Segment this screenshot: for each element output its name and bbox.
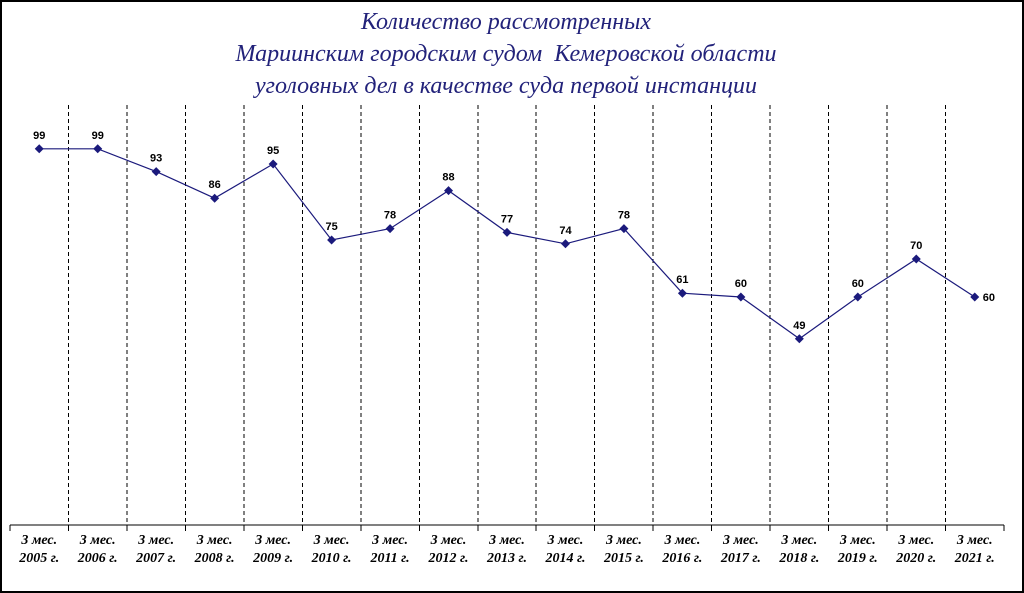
data-point [619, 224, 629, 234]
x-tick-label: 3 мес. 2014 г. [545, 533, 586, 566]
chart-title: Количество рассмотренных Мариинским горо… [235, 9, 777, 99]
data-point [151, 167, 161, 177]
data-point [34, 144, 44, 154]
data-point [970, 292, 980, 302]
data-point [268, 159, 278, 169]
gridlines [67, 105, 947, 525]
data-point [327, 235, 337, 245]
data-point [502, 227, 512, 237]
data-point [677, 288, 687, 298]
x-tick-label: 3 мес. 2010 г. [311, 533, 352, 566]
data-label: 88 [442, 172, 454, 184]
data-label: 95 [267, 145, 279, 157]
x-tick-label: 3 мес. 2019 г. [837, 533, 878, 566]
x-tick-label: 3 мес. 2007 г. [136, 533, 177, 566]
data-point [853, 292, 863, 302]
x-tick-label: 3 мес. 2008 г. [194, 533, 235, 566]
x-tick-label: 3 мес. 2011 г. [370, 533, 410, 566]
data-label: 93 [150, 153, 162, 165]
data-label: 77 [501, 213, 513, 225]
data-label: 78 [384, 210, 396, 222]
x-axis [9, 524, 1005, 531]
x-tick-label: 3 мес. 2016 г. [662, 533, 703, 566]
data-point [385, 224, 395, 234]
data-point [93, 144, 103, 154]
data-label: 60 [735, 278, 747, 290]
data-point [794, 334, 804, 344]
data-label: 75 [325, 221, 337, 233]
data-label: 70 [910, 240, 922, 252]
data-labels: 99 99 93 86 95 75 78 88 77 74 78 61 60 49 60 70 60 [33, 130, 995, 332]
data-point [911, 254, 921, 264]
data-label: 86 [209, 179, 221, 191]
data-label: 78 [618, 210, 630, 222]
data-label: 61 [676, 274, 688, 286]
data-point [560, 239, 570, 249]
data-point [736, 292, 746, 302]
data-label: 60 [983, 292, 995, 304]
data-point [444, 186, 454, 196]
x-tick-label: 3 мес. 2009 г. [253, 533, 294, 566]
x-tick-label: 3 мес. 2021 г. [954, 533, 995, 566]
data-label: 74 [559, 225, 572, 237]
data-label: 60 [852, 278, 864, 290]
x-tick-label: 3 мес. 2015 г. [603, 533, 644, 566]
data-label: 99 [33, 130, 45, 142]
x-tick-label: 3 мес. 2018 г. [779, 533, 820, 566]
x-tick-label: 3 мес. 2020 г. [896, 533, 937, 566]
data-label: 49 [793, 320, 805, 332]
x-tick-label: 3 мес. 2012 г. [428, 533, 469, 566]
series [34, 144, 980, 344]
x-tick-label: 3 мес. 2013 г. [486, 533, 527, 566]
x-tick-label: 3 мес. 2006 г. [77, 533, 118, 566]
x-tick-label: 3 мес. 2005 г. [19, 533, 60, 566]
data-point [210, 193, 220, 203]
data-label: 99 [92, 130, 104, 142]
x-tick-label: 3 мес. 2017 г. [720, 533, 761, 566]
